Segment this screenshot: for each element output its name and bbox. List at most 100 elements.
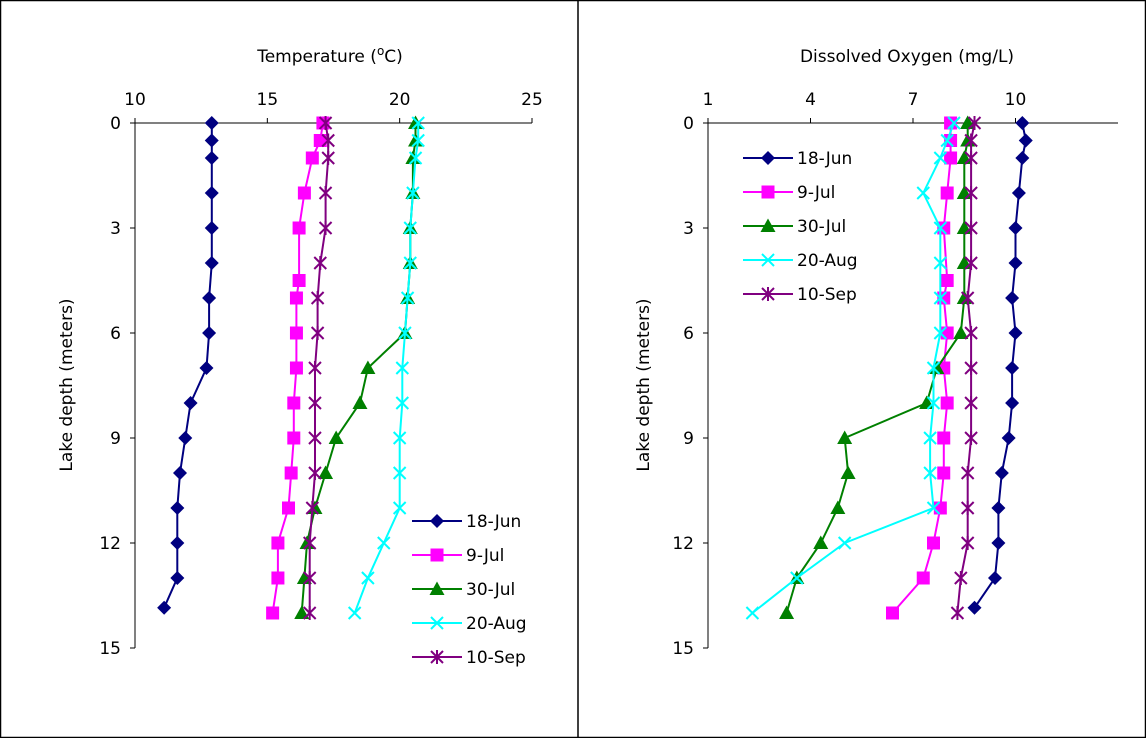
y-tick-label: 9 (110, 429, 121, 449)
data-point (308, 396, 322, 410)
legend: 18-Jun 9-Jul 30-Jul 20-Aug 10-Sep (743, 149, 858, 305)
data-point (406, 186, 420, 200)
y-tick-label: 12 (672, 534, 694, 554)
series-line (973, 122, 1027, 609)
data-point (318, 186, 333, 200)
x-tick-label: 25 (521, 90, 543, 110)
data-point (960, 501, 975, 515)
data-point (964, 431, 978, 445)
data-point (940, 396, 954, 410)
data-point (297, 186, 311, 200)
data-point (204, 116, 219, 130)
data-point (1015, 151, 1030, 165)
temperature-chart: Temperature (oC) Lake depth (meters) 10 1… (57, 44, 543, 668)
data-point (183, 396, 198, 410)
data-point (937, 431, 951, 445)
data-point (398, 326, 412, 340)
data-point (994, 466, 1009, 480)
data-point (392, 466, 407, 480)
data-point (316, 116, 330, 130)
data-point (960, 536, 975, 550)
data-point (403, 256, 417, 270)
data-point (310, 326, 325, 340)
data-point (790, 571, 804, 585)
data-point (302, 536, 317, 550)
data-point (287, 431, 301, 445)
data-point (964, 221, 978, 235)
y-tick-label: 6 (110, 324, 121, 344)
data-point (202, 326, 217, 340)
data-point (964, 151, 978, 165)
data-point (944, 134, 958, 147)
data-point (1005, 291, 1020, 305)
data-point (933, 326, 948, 340)
data-point (933, 501, 947, 515)
x-axis-title: Temperature (oC) (256, 44, 403, 67)
data-point (310, 291, 325, 305)
data-point (745, 606, 760, 620)
data-point (964, 133, 978, 148)
data-point (204, 151, 219, 165)
legend-item-10-sep: 10-Sep (412, 648, 526, 668)
series-30-jul (779, 115, 976, 619)
data-point (313, 134, 327, 147)
data-point (204, 221, 219, 235)
data-point (940, 133, 954, 148)
data-point (408, 133, 424, 147)
legend-marker (430, 650, 444, 664)
legend-label: 30-Jul (797, 217, 846, 237)
legend-label: 18-Jun (466, 512, 521, 532)
data-point (328, 430, 344, 444)
series-line (163, 123, 213, 609)
data-point (170, 536, 185, 550)
legend-item-9-jul: 9-Jul (412, 546, 504, 566)
data-point (1008, 326, 1023, 340)
legend-label: 18-Jun (797, 149, 852, 169)
data-point (289, 361, 303, 375)
data-point (813, 535, 829, 549)
data-point (361, 571, 375, 585)
data-point (940, 274, 954, 287)
data-point (837, 536, 852, 550)
y-tick-label: 6 (683, 324, 694, 344)
data-point (400, 291, 415, 305)
y-tick-label: 9 (683, 429, 694, 449)
y-tick-label: 15 (672, 639, 694, 659)
y-tick-label: 3 (683, 219, 694, 239)
data-point (988, 571, 1002, 585)
y-tick-label: 0 (110, 114, 121, 134)
y-axis-title: Lake depth (meters) (57, 298, 77, 471)
legend-marker (761, 151, 775, 165)
data-point (950, 606, 965, 620)
data-point (204, 133, 219, 148)
legend-label: 20-Aug (466, 614, 527, 634)
legend-item-20-aug: 20-Aug (743, 251, 858, 271)
data-point (954, 571, 968, 585)
data-point (1005, 361, 1020, 375)
legend-label: 9-Jul (797, 183, 835, 203)
data-point (313, 256, 327, 270)
data-point (294, 605, 310, 619)
data-point (916, 186, 930, 200)
y-tick-label: 3 (110, 219, 121, 239)
data-point (964, 396, 978, 410)
data-point (308, 466, 322, 480)
data-point (411, 133, 425, 148)
data-point (1015, 116, 1030, 130)
data-point (840, 465, 856, 479)
x-tick-label: 10 (1005, 90, 1027, 110)
legend-label: 9-Jul (466, 546, 504, 566)
data-point (960, 291, 975, 305)
data-point (292, 221, 306, 235)
data-point (837, 430, 853, 444)
legend-marker (430, 548, 444, 562)
data-point (204, 256, 219, 270)
series-10-sep (950, 116, 982, 620)
legend-item-30-jul: 30-Jul (743, 217, 846, 237)
x-tick-label: 10 (124, 90, 146, 110)
data-point (923, 431, 937, 445)
legend-item-10-sep: 10-Sep (743, 285, 857, 305)
legend-label: 10-Sep (797, 285, 857, 305)
data-point (830, 500, 846, 514)
data-point (991, 536, 1006, 550)
